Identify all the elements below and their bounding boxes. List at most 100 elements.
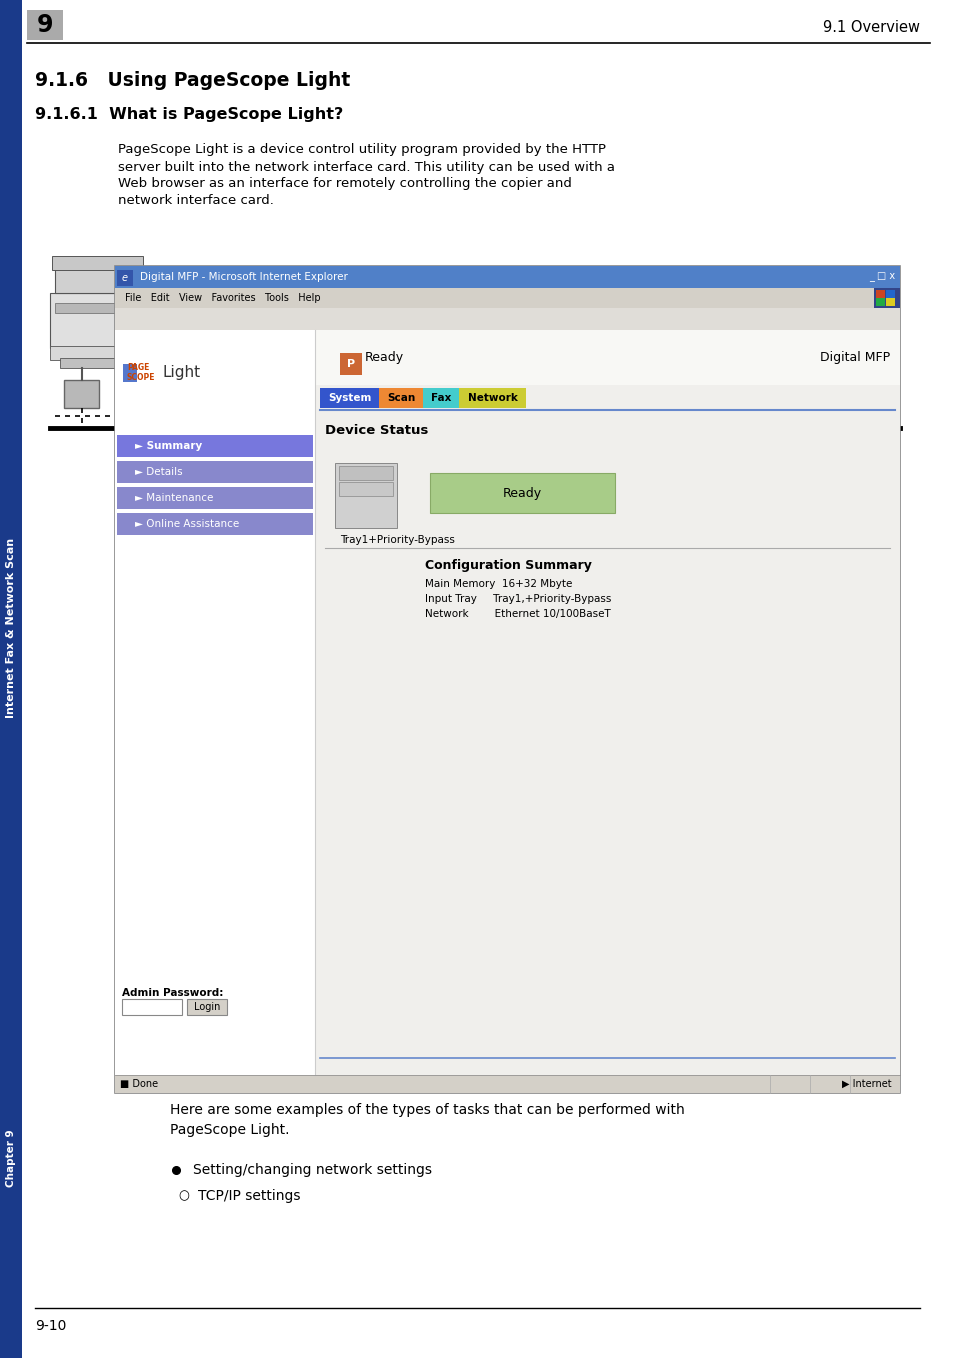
Bar (463, 376, 502, 382)
Bar (281, 507, 325, 513)
Text: ■ Done: ■ Done (120, 1080, 158, 1089)
Bar (673, 501, 712, 507)
Bar (338, 482, 393, 496)
Text: _ □ x: _ □ x (868, 272, 894, 282)
Bar (117, 460, 313, 483)
Bar (314, 330, 899, 1076)
Bar (123, 364, 137, 382)
Bar (885, 291, 894, 297)
Bar (314, 330, 899, 386)
Bar (422, 388, 459, 407)
Bar (55, 303, 140, 312)
Bar (52, 257, 143, 270)
Bar (117, 435, 313, 458)
Bar (281, 517, 325, 523)
Bar (115, 266, 899, 288)
Text: Device Status: Device Status (325, 424, 428, 436)
Bar (117, 488, 313, 509)
Text: Input Tray     Tray1,+Priority-Bypass: Input Tray Tray1,+Priority-Bypass (424, 593, 611, 604)
Text: PAGE: PAGE (127, 364, 150, 372)
Text: server built into the network interface card. This utility can be used with a: server built into the network interface … (118, 160, 615, 174)
Bar (673, 475, 724, 521)
Text: Access: Access (170, 402, 215, 414)
Bar (115, 330, 314, 1076)
Text: SCOPE: SCOPE (127, 372, 155, 382)
Bar (873, 288, 899, 308)
Text: Admin Password:: Admin Password: (122, 989, 223, 998)
Bar (670, 493, 716, 528)
Text: ○: ○ (178, 1190, 189, 1202)
Bar (0, 0, 22, 1358)
Text: HTTP server: HTTP server (165, 288, 245, 301)
Bar (378, 388, 422, 407)
Text: ► Maintenance: ► Maintenance (135, 493, 213, 502)
Text: Network        Ethernet 10/100BaseT: Network Ethernet 10/100BaseT (424, 608, 610, 619)
Bar (338, 466, 393, 479)
Bar (115, 266, 899, 1093)
Bar (673, 519, 712, 524)
Text: PageScope Light is a device control utility program provided by the HTTP: PageScope Light is a device control util… (118, 144, 605, 156)
Text: 9.1.6.1  What is PageScope Light?: 9.1.6.1 What is PageScope Light? (35, 106, 343, 121)
Text: Network: Network (467, 392, 517, 403)
Bar (430, 473, 615, 513)
Bar (459, 388, 525, 407)
Bar (281, 497, 325, 502)
Bar (117, 270, 132, 287)
Bar (115, 288, 899, 308)
Text: PageScope Light.: PageScope Light. (170, 1123, 289, 1137)
Bar (463, 384, 502, 390)
Bar (694, 521, 704, 528)
Bar (122, 999, 182, 1014)
Bar (483, 397, 495, 403)
Text: Ready: Ready (365, 352, 404, 364)
Text: System: System (328, 392, 371, 403)
Bar (467, 361, 511, 392)
Text: network interface card.: network interface card. (118, 194, 274, 208)
Text: Main Memory  16+32 Mbyte: Main Memory 16+32 Mbyte (424, 579, 572, 589)
Bar (285, 479, 335, 516)
Text: Light: Light (163, 364, 201, 379)
Bar (677, 486, 720, 517)
Text: Digital MFP: Digital MFP (819, 352, 889, 364)
Bar (64, 380, 99, 407)
Bar (50, 346, 145, 360)
Bar (673, 509, 712, 515)
Text: 9: 9 (37, 14, 53, 37)
Text: Ready: Ready (502, 486, 541, 500)
Text: Digital MFP - Microsoft Internet Explorer: Digital MFP - Microsoft Internet Explore… (140, 272, 348, 282)
Bar (27, 10, 63, 39)
Text: 9-10: 9-10 (35, 1319, 67, 1334)
Text: File   Edit   View   Favorites   Tools   Help: File Edit View Favorites Tools Help (125, 293, 320, 303)
Text: Chapter 9: Chapter 9 (6, 1130, 16, 1187)
Text: ► Online Assistance: ► Online Assistance (135, 519, 239, 530)
Text: Here are some examples of the types of tasks that can be performed with: Here are some examples of the types of t… (170, 1103, 684, 1118)
Bar (115, 308, 899, 330)
Text: Internet Fax & Network Scan: Internet Fax & Network Scan (6, 538, 16, 718)
Text: 9.1.6   Using PageScope Light: 9.1.6 Using PageScope Light (35, 71, 350, 90)
Bar (117, 513, 313, 535)
Text: ▶ Internet: ▶ Internet (841, 1080, 891, 1089)
Bar (319, 388, 378, 407)
Text: Login: Login (193, 1002, 220, 1012)
Text: P: P (347, 359, 355, 369)
Bar (875, 297, 884, 306)
Bar (115, 1076, 899, 1093)
Bar (339, 353, 361, 375)
Text: Scan: Scan (387, 392, 415, 403)
Bar (875, 291, 884, 297)
Text: ► Summary: ► Summary (135, 441, 202, 451)
Text: e: e (122, 273, 128, 282)
Bar (50, 293, 145, 348)
Text: TCP/IP settings: TCP/IP settings (198, 1190, 300, 1203)
Bar (55, 268, 140, 293)
Bar (60, 359, 135, 368)
Bar (335, 463, 396, 528)
Bar (463, 394, 502, 399)
Text: ► Details: ► Details (135, 467, 182, 477)
Bar (460, 368, 506, 403)
Text: Setting/changing network settings: Setting/changing network settings (193, 1162, 432, 1177)
Bar (281, 469, 338, 520)
Text: 9.1 Overview: 9.1 Overview (822, 20, 919, 35)
Bar (187, 999, 227, 1014)
Text: Tray1+Priority-Bypass: Tray1+Priority-Bypass (339, 535, 455, 545)
